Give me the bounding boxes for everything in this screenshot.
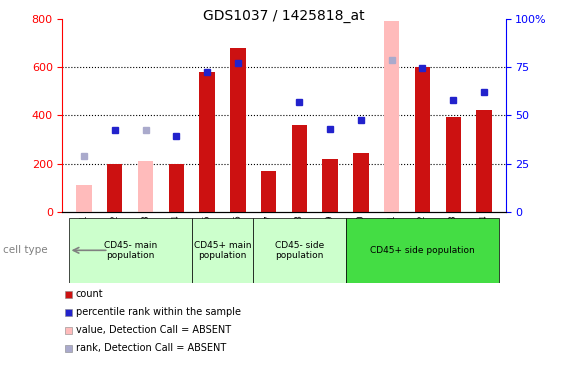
Bar — [169, 164, 184, 212]
Bar — [230, 48, 245, 212]
Bar — [445, 117, 461, 212]
Bar — [69, 217, 191, 283]
Bar — [138, 161, 153, 212]
Bar — [353, 153, 369, 212]
Bar — [107, 164, 123, 212]
Bar — [191, 217, 253, 283]
Text: percentile rank within the sample: percentile rank within the sample — [76, 308, 241, 317]
Bar — [345, 217, 499, 283]
Bar — [199, 72, 215, 212]
Text: cell type: cell type — [3, 245, 48, 255]
Bar — [323, 159, 338, 212]
Text: CD45- side
population: CD45- side population — [275, 241, 324, 260]
Text: CD45+ main
population: CD45+ main population — [194, 241, 251, 260]
Text: CD45+ side population: CD45+ side population — [370, 246, 475, 255]
Bar — [292, 125, 307, 212]
Text: count: count — [76, 290, 103, 299]
Bar — [76, 185, 91, 212]
Bar — [261, 171, 276, 212]
Text: GDS1037 / 1425818_at: GDS1037 / 1425818_at — [203, 9, 365, 23]
Text: CD45- main
population: CD45- main population — [103, 241, 157, 260]
Text: rank, Detection Call = ABSENT: rank, Detection Call = ABSENT — [76, 344, 226, 353]
Bar — [415, 67, 430, 212]
Bar — [384, 21, 399, 212]
Text: value, Detection Call = ABSENT: value, Detection Call = ABSENT — [76, 326, 231, 335]
Bar — [253, 217, 345, 283]
Bar — [477, 111, 492, 212]
